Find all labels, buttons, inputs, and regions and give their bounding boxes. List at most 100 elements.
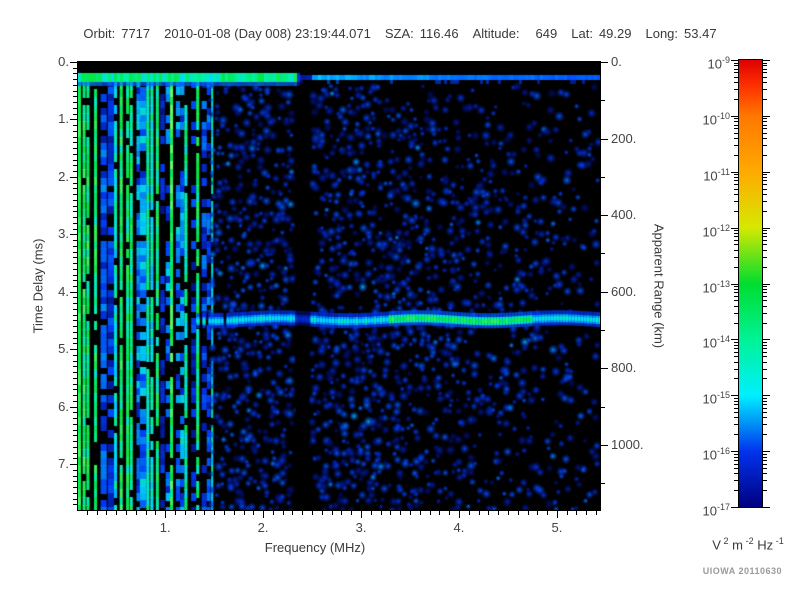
colorbar-minor-tick bbox=[734, 65, 738, 67]
y-left-minor-tick bbox=[73, 504, 77, 506]
x-axis-minor-tick bbox=[478, 511, 480, 515]
y-left-minor-tick bbox=[73, 452, 77, 454]
colorbar-minor-tick bbox=[763, 200, 767, 202]
y-left-minor-tick bbox=[73, 222, 77, 224]
y-left-minor-tick bbox=[73, 194, 77, 196]
x-axis-major-tick bbox=[556, 511, 558, 518]
y-left-minor-tick bbox=[73, 389, 77, 391]
colorbar-minor-tick bbox=[734, 407, 738, 409]
colorbar-minor-tick bbox=[763, 412, 767, 414]
x-axis-tick-label: 2. bbox=[257, 520, 269, 535]
y-left-minor-tick bbox=[73, 343, 77, 345]
colorbar-minor-tick bbox=[763, 417, 767, 419]
colorbar-minor-tick bbox=[763, 76, 767, 78]
x-axis-minor-tick bbox=[596, 511, 598, 515]
x-axis-title: Frequency (MHz) bbox=[264, 540, 366, 555]
y-left-minor-tick bbox=[73, 412, 77, 414]
colorbar-minor-tick bbox=[763, 68, 767, 70]
x-axis-minor-tick bbox=[135, 511, 137, 515]
y-right-minor-tick bbox=[601, 253, 605, 255]
colorbar-minor-tick bbox=[734, 312, 738, 314]
x-axis-tick-label: 3. bbox=[355, 520, 367, 535]
y-left-minor-tick bbox=[73, 481, 77, 483]
y-left-minor-tick bbox=[73, 280, 77, 282]
x-axis-minor-tick bbox=[86, 511, 88, 515]
y-right-minor-tick bbox=[601, 483, 605, 485]
colorbar-minor-tick bbox=[763, 344, 767, 346]
x-axis-minor-tick bbox=[380, 511, 382, 515]
y-left-minor-tick bbox=[73, 130, 77, 132]
colorbar-minor-tick bbox=[763, 467, 767, 469]
colorbar-minor-tick bbox=[734, 200, 738, 202]
x-axis-minor-tick bbox=[576, 511, 578, 515]
y-left-minor-tick bbox=[73, 96, 77, 98]
y-right-tick-label: 800. bbox=[611, 360, 637, 376]
colorbar-minor-tick bbox=[763, 174, 767, 176]
x-axis-major-tick bbox=[361, 511, 363, 518]
y-left-minor-tick bbox=[73, 171, 77, 173]
x-axis-minor-tick bbox=[370, 511, 372, 515]
colorbar-major-tick bbox=[763, 451, 770, 453]
x-axis-minor-tick bbox=[331, 511, 333, 515]
colorbar-minor-tick bbox=[763, 312, 767, 314]
y-left-minor-tick bbox=[73, 245, 77, 247]
colorbar-minor-tick bbox=[763, 233, 767, 235]
x-axis-minor-tick bbox=[223, 511, 225, 515]
long-label: Long: bbox=[645, 26, 679, 41]
x-axis-minor-tick bbox=[429, 511, 431, 515]
colorbar-major-tick bbox=[731, 451, 738, 453]
colorbar-minor-tick bbox=[763, 124, 767, 126]
colorbar-minor-tick bbox=[734, 236, 738, 238]
y-right-major-tick bbox=[601, 62, 608, 63]
x-axis-minor-tick bbox=[155, 511, 157, 515]
colorbar-major-tick bbox=[763, 227, 770, 229]
x-axis-minor-tick bbox=[400, 511, 402, 515]
colorbar-minor-tick bbox=[734, 128, 738, 130]
colorbar-minor-tick bbox=[763, 378, 767, 380]
x-axis-minor-tick bbox=[302, 511, 304, 515]
colorbar-major-tick bbox=[731, 395, 738, 397]
colorbar-minor-tick bbox=[734, 145, 738, 147]
colorbar-minor-tick bbox=[734, 459, 738, 461]
y-left-minor-tick bbox=[73, 314, 77, 316]
colorbar-tick-label: 10-11 bbox=[703, 166, 730, 184]
y-left-major-tick bbox=[70, 62, 77, 63]
colorbar-minor-tick bbox=[734, 400, 738, 402]
altitude-value: 649 bbox=[535, 26, 558, 41]
colorbar-minor-tick bbox=[763, 295, 767, 297]
y-left-major-tick bbox=[70, 464, 77, 466]
y-left-minor-tick bbox=[73, 257, 77, 259]
y-left-tick-label: 0. bbox=[58, 54, 69, 69]
colorbar-minor-tick bbox=[734, 72, 738, 74]
x-axis-minor-tick bbox=[282, 511, 284, 515]
header-long: Long: 53.47 bbox=[645, 26, 716, 42]
y-left-minor-tick bbox=[73, 400, 77, 402]
colorbar-minor-tick bbox=[734, 424, 738, 426]
y-left-tick-label: 3. bbox=[58, 226, 69, 242]
y-right-tick-label: 600. bbox=[611, 283, 637, 299]
x-axis-minor-tick bbox=[321, 511, 323, 515]
colorbar-minor-tick bbox=[763, 99, 767, 101]
colorbar-minor-tick bbox=[734, 397, 738, 399]
colorbar-minor-tick bbox=[763, 132, 767, 134]
colorbar-tick-label: 10-16 bbox=[702, 446, 730, 463]
x-axis-minor-tick bbox=[498, 511, 500, 515]
y-left-minor-tick bbox=[73, 102, 77, 104]
colorbar-minor-tick bbox=[734, 118, 738, 120]
y-left-minor-tick bbox=[73, 303, 77, 305]
colorbar-minor-tick bbox=[734, 99, 738, 101]
y-left-minor-tick bbox=[73, 320, 77, 322]
colorbar-minor-tick bbox=[763, 305, 767, 307]
colorbar-minor-tick bbox=[734, 188, 738, 190]
colorbar-minor-tick bbox=[763, 424, 767, 426]
colorbar-minor-tick bbox=[734, 76, 738, 78]
y-left-minor-tick bbox=[73, 366, 77, 368]
colorbar-gradient bbox=[739, 60, 762, 507]
colorbar-minor-tick bbox=[734, 344, 738, 346]
colorbar-minor-tick bbox=[734, 473, 738, 475]
colorbar-minor-tick bbox=[734, 174, 738, 176]
colorbar-minor-tick bbox=[763, 480, 767, 482]
y-right-minor-tick bbox=[601, 330, 605, 332]
x-axis-minor-tick bbox=[243, 511, 245, 515]
